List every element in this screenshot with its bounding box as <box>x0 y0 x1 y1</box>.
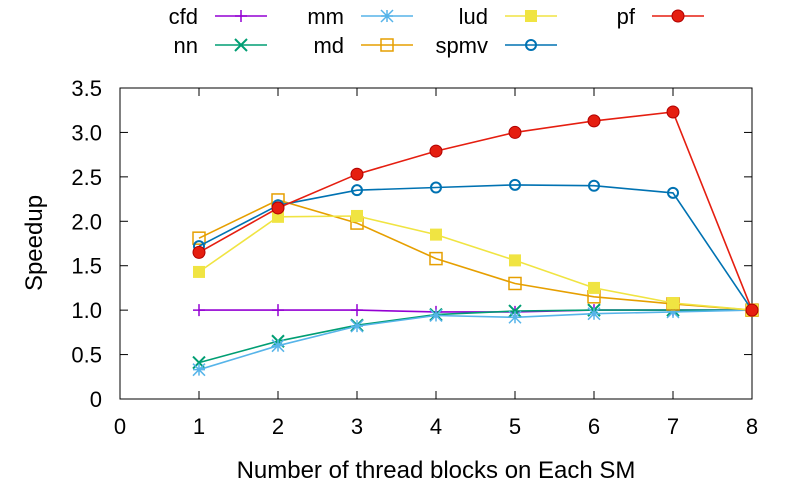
x-tick-label: 7 <box>667 414 679 439</box>
y-tick-label: 2.0 <box>71 209 102 234</box>
legend-swatch-marker <box>380 9 394 23</box>
spmv-point <box>351 184 363 197</box>
mm-point <box>350 319 364 333</box>
x-tick-label: 6 <box>588 414 600 439</box>
x-tick-label: 2 <box>272 414 284 439</box>
x-tick-label: 8 <box>746 414 758 439</box>
pf-point <box>429 144 443 158</box>
x-tick-label: 5 <box>509 414 521 439</box>
pf-line <box>198 111 753 311</box>
legend-swatch-marker <box>525 39 537 51</box>
y-tick-label: 3.0 <box>71 120 102 145</box>
legend-item-lud: lud <box>459 4 557 29</box>
y-tick-label: 3.5 <box>71 76 102 101</box>
cfd-point <box>193 304 205 317</box>
legend-label: nn <box>174 33 198 58</box>
legend-label: pf <box>617 4 636 29</box>
y-tick-label: 0 <box>90 387 102 412</box>
pf-point <box>508 125 522 139</box>
spmv-point <box>509 178 521 191</box>
lud-point <box>509 254 521 267</box>
lud-point <box>272 210 284 223</box>
legend-swatch-marker <box>525 10 537 22</box>
mm-line <box>198 309 753 371</box>
x-tick-label: 4 <box>430 414 442 439</box>
legend-item-mm: mm <box>307 4 413 29</box>
axis-ticks: 0 1 2 3 4 5 6 7 8 0 0.5 1.0 1.5 2.0 2.5 3.0 3.5 <box>71 76 758 439</box>
lud-line <box>198 215 753 311</box>
cfd-point <box>351 304 363 317</box>
x-tick-label: 1 <box>193 414 205 439</box>
legend-item-cfd: cfd <box>169 4 267 29</box>
y-axis-label: Speedup <box>21 195 48 291</box>
legend-swatch-marker <box>380 38 394 52</box>
spmv-point <box>430 181 442 194</box>
legend-label: spmv <box>435 33 488 58</box>
lud-point <box>430 228 442 241</box>
legend-label: cfd <box>169 4 198 29</box>
pf-point <box>271 201 285 215</box>
lud-point <box>351 209 363 222</box>
spmv-point <box>588 179 600 192</box>
pf-point <box>350 167 364 181</box>
y-tick-label: 0.5 <box>71 343 102 368</box>
lud-point <box>667 297 679 310</box>
pf-point <box>745 303 759 317</box>
nn-line <box>198 309 752 364</box>
legend-swatch-marker <box>671 9 685 23</box>
mm-point <box>666 305 680 319</box>
y-tick-label: 1.0 <box>71 298 102 323</box>
legend-item-spmv: spmv <box>435 33 557 58</box>
nn-point <box>508 304 522 318</box>
legend-item-md: md <box>313 33 413 58</box>
y-tick-label: 1.5 <box>71 254 102 279</box>
mm-point <box>271 339 285 353</box>
pf-point <box>666 105 680 119</box>
lud-point <box>588 281 600 294</box>
x-axis-label: Number of thread blocks on Each SM <box>237 457 636 484</box>
md-point <box>429 251 443 266</box>
series-lud <box>193 209 758 317</box>
x-tick-label: 0 <box>114 414 126 439</box>
md-point <box>508 276 522 291</box>
mm-point <box>192 363 206 377</box>
legend-item-pf: pf <box>617 4 704 29</box>
spmv-point <box>667 186 679 199</box>
lud-point <box>193 265 205 278</box>
md-point <box>192 231 206 245</box>
y-tick-label: 2.5 <box>71 165 102 190</box>
mm-point <box>587 307 601 321</box>
mm-point <box>429 308 443 323</box>
x-tick-label: 3 <box>351 414 363 439</box>
mm-point <box>508 310 522 324</box>
series-pf <box>192 105 759 317</box>
md-line <box>198 199 753 311</box>
legend-label: md <box>313 33 344 58</box>
legend-swatch-marker <box>234 38 248 52</box>
pf-point <box>192 245 206 259</box>
pf-point <box>587 114 601 128</box>
legend: cfd nn mm md lud spmv pf <box>169 4 704 58</box>
legend-item-nn: nn <box>174 33 267 58</box>
legend-label: mm <box>307 4 344 29</box>
legend-label: lud <box>459 4 488 29</box>
series-layer <box>192 105 759 377</box>
legend-swatch-marker <box>235 10 247 22</box>
cfd-point <box>272 304 284 317</box>
